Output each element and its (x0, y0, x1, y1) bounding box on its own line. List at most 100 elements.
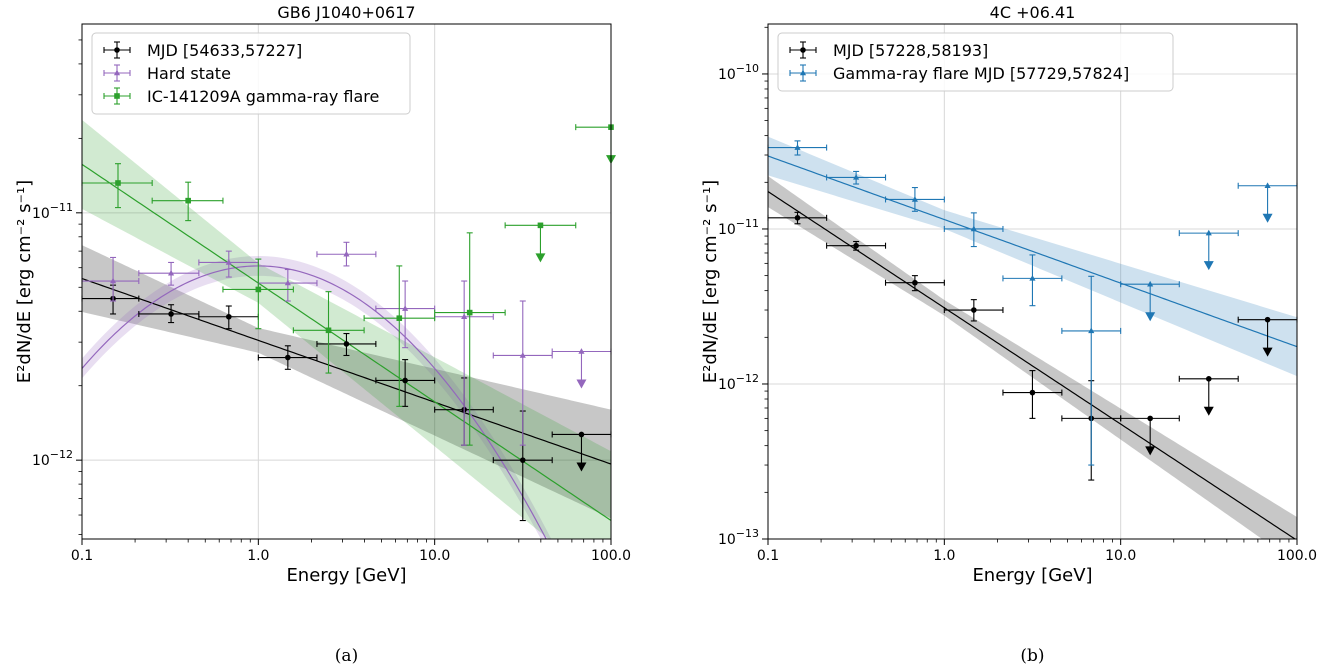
data-point (1178, 375, 1239, 416)
data-point (1002, 370, 1063, 419)
data-point (1237, 316, 1298, 357)
data-point (257, 268, 318, 302)
model-band-0 (768, 176, 1297, 539)
data-marker (911, 196, 918, 202)
legend-label: MJD [57228,58193] (833, 41, 988, 60)
upper-limit-arrow (1203, 406, 1214, 416)
data-point (1120, 280, 1180, 322)
data-marker (396, 315, 403, 321)
legend-item: MJD [57228,58193] (789, 41, 988, 60)
y-tick-label-base: 10 (718, 67, 736, 83)
y-tick-label: 10−11 (32, 201, 73, 222)
upper-limit-arrow (576, 462, 587, 472)
data-point (884, 275, 945, 292)
data-marker (466, 309, 473, 316)
y-tick-label-exp: −13 (736, 527, 759, 540)
data-point (257, 345, 318, 370)
data-marker (167, 269, 175, 276)
data-point (884, 187, 945, 212)
x-tick-label: 1.0 (247, 548, 269, 564)
legend-frame (91, 32, 411, 115)
data-marker (325, 327, 332, 334)
y-tick-label: 10−12 (32, 448, 73, 469)
legend-label: Gamma-ray flare MJD [57729,57824] (833, 64, 1129, 83)
data-point (551, 431, 612, 472)
upper-limit-arrow (1203, 261, 1214, 271)
data-point (316, 241, 377, 267)
y-tick-label-base: 10 (32, 206, 50, 222)
x-tick-label: 100.0 (1277, 548, 1317, 564)
data-point (826, 170, 887, 185)
chart-title: 4C +06.41 (990, 3, 1076, 22)
model-line-1 (768, 155, 1297, 348)
model-band-0 (82, 245, 611, 519)
x-tick-label: 10.0 (419, 548, 450, 564)
data-marker (1205, 229, 1212, 236)
data-point (198, 305, 259, 330)
legend: MJD [54633,57227] Hard state IC-141209A ga… (91, 32, 411, 115)
data-point (492, 300, 553, 446)
data-marker (255, 286, 262, 293)
data-marker (971, 307, 977, 313)
data-marker (537, 222, 544, 229)
x-axis-label: Energy [GeV] (972, 565, 1092, 586)
plot-frame (81, 23, 612, 540)
panel-caption: (b) (1020, 646, 1044, 666)
data-point (151, 181, 224, 222)
data-marker (853, 242, 859, 249)
data-marker (1029, 275, 1036, 281)
data-marker (1147, 415, 1153, 422)
plot-frame (767, 23, 1298, 540)
upper-limit-arrow (1262, 213, 1273, 223)
legend-marker (114, 93, 120, 99)
data-point (504, 222, 577, 263)
x-axis-label: Energy [GeV] (286, 565, 406, 586)
legend: MJD [57228,58193] Gamma-ray flare MJD [57… (777, 32, 1174, 92)
y-tick-label: 10−11 (718, 217, 759, 238)
data-marker (578, 431, 585, 438)
y-axis-label: E²dN/dE [erg cm⁻² s⁻¹] (14, 180, 35, 383)
legend-label: IC-141209A gamma-ray flare (147, 87, 379, 106)
data-point (292, 291, 365, 374)
data-point (551, 348, 612, 389)
data-point (943, 299, 1004, 322)
data-point (1237, 182, 1298, 223)
data-point (375, 280, 436, 349)
y-tick-label: 10−13 (718, 527, 759, 548)
data-marker (461, 313, 468, 319)
y-tick-label: 10−12 (718, 372, 759, 393)
data-point (363, 265, 436, 407)
data-marker (185, 197, 191, 204)
x-tick-label: 100.0 (591, 548, 631, 564)
data-marker (402, 377, 408, 384)
y-tick-label-exp: −11 (736, 217, 759, 230)
legend-marker (114, 47, 120, 53)
x-tick-label: 0.1 (757, 548, 779, 564)
data-marker (402, 305, 409, 311)
data-marker (1205, 376, 1212, 382)
data-marker (853, 174, 860, 180)
legend-item: Hard state (103, 64, 231, 83)
data-marker (794, 144, 801, 150)
data-marker (225, 259, 232, 265)
y-tick-label-exp: −12 (736, 372, 759, 385)
data-point (1002, 254, 1063, 307)
upper-limit-arrow (535, 253, 546, 263)
y-tick-label-base: 10 (718, 222, 736, 238)
data-point (222, 258, 294, 330)
plot-area (768, 136, 1297, 539)
data-point (1061, 275, 1122, 466)
data-point (434, 232, 506, 446)
data-marker (519, 457, 526, 463)
legend-frame (777, 32, 1174, 92)
legend-marker (799, 69, 807, 76)
data-marker (1264, 316, 1271, 323)
data-marker (1264, 182, 1271, 188)
data-marker (519, 352, 526, 358)
y-tick-label-base: 10 (32, 453, 50, 469)
data-point (575, 124, 616, 165)
plot-area (82, 119, 611, 539)
y-tick-label: 10−10 (718, 62, 759, 83)
